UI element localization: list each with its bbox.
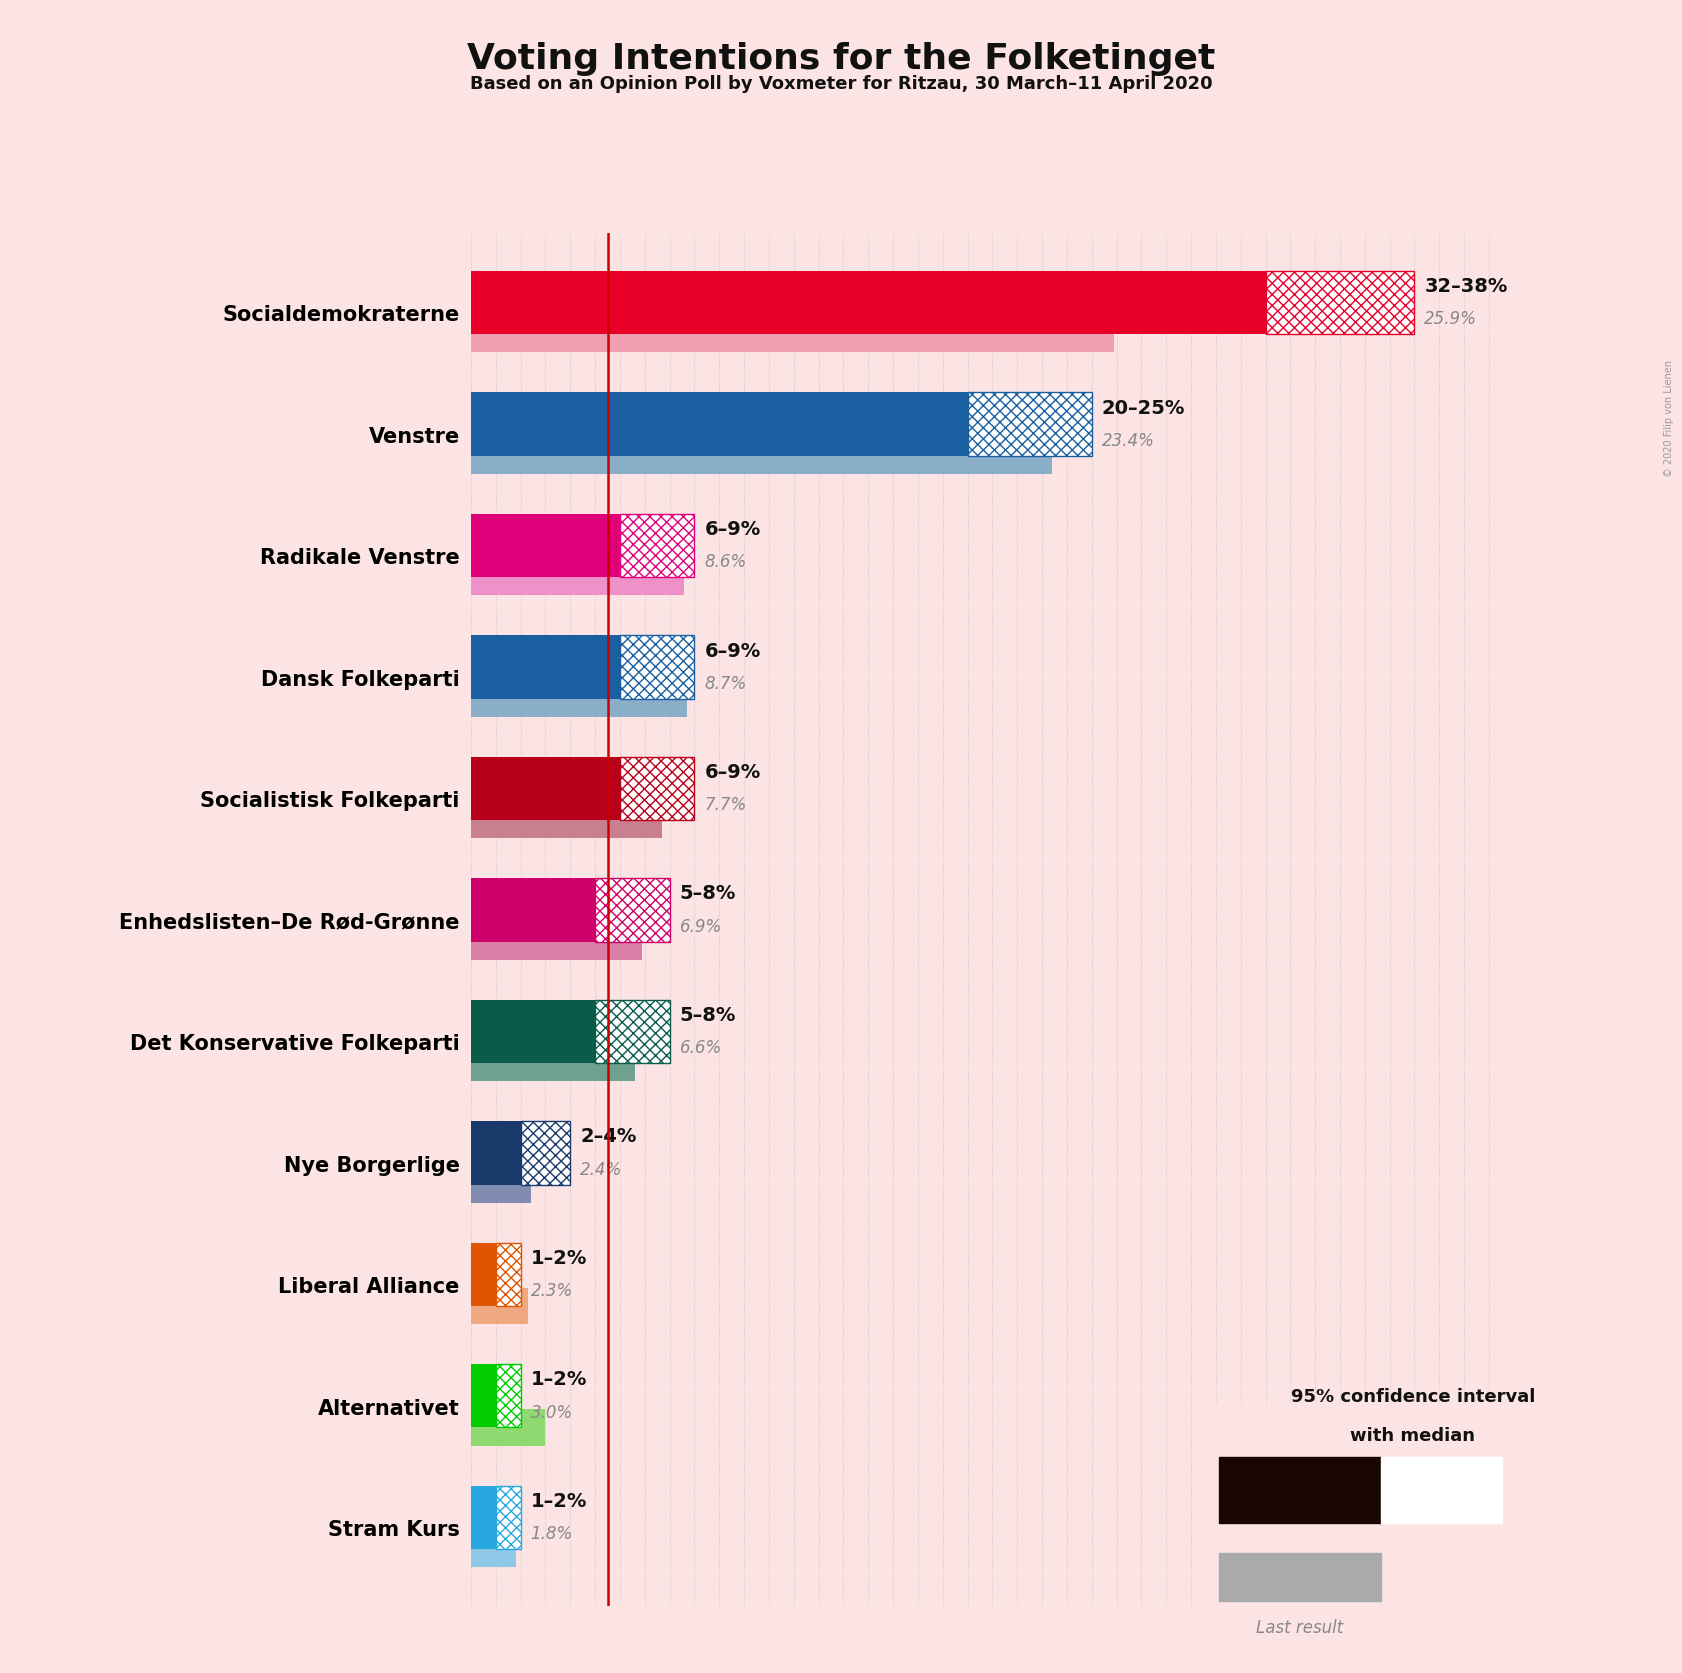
Bar xyxy=(471,878,595,942)
Bar xyxy=(471,681,686,718)
Bar xyxy=(471,1166,530,1203)
Bar xyxy=(967,393,1092,457)
Bar xyxy=(496,1365,521,1427)
Bar xyxy=(471,1365,496,1427)
Bar xyxy=(1381,1457,1502,1522)
Bar xyxy=(471,438,1051,475)
Text: © 2020 Filip von Lienen: © 2020 Filip von Lienen xyxy=(1663,360,1674,477)
Text: 95% confidence interval: 95% confidence interval xyxy=(1290,1387,1536,1405)
Text: 6.9%: 6.9% xyxy=(680,917,722,935)
Bar xyxy=(471,271,1265,335)
Bar xyxy=(595,1000,669,1064)
Bar xyxy=(471,515,621,577)
Text: 23.4%: 23.4% xyxy=(1102,432,1154,450)
Bar xyxy=(621,758,695,820)
Bar xyxy=(1265,271,1415,335)
Text: 6–9%: 6–9% xyxy=(705,763,760,781)
Text: 2.3%: 2.3% xyxy=(530,1282,574,1300)
Bar xyxy=(471,1046,634,1082)
Bar xyxy=(496,1243,521,1307)
Text: 8.7%: 8.7% xyxy=(705,674,747,693)
Bar xyxy=(496,1486,521,1549)
Bar xyxy=(471,636,621,699)
Text: 6.6%: 6.6% xyxy=(680,1039,722,1057)
Bar xyxy=(471,559,685,596)
Text: with median: with median xyxy=(1351,1427,1475,1444)
Text: 5–8%: 5–8% xyxy=(680,883,737,903)
Text: 6–9%: 6–9% xyxy=(705,641,760,661)
Bar xyxy=(621,636,695,699)
Text: 2–4%: 2–4% xyxy=(580,1126,636,1146)
Bar xyxy=(471,758,621,820)
Text: 25.9%: 25.9% xyxy=(1425,310,1477,328)
Text: 8.6%: 8.6% xyxy=(705,554,747,570)
Bar xyxy=(595,878,669,942)
Text: 1.8%: 1.8% xyxy=(530,1524,574,1543)
Bar xyxy=(471,1243,496,1307)
Text: 32–38%: 32–38% xyxy=(1425,278,1507,296)
Text: 5–8%: 5–8% xyxy=(680,1005,737,1024)
Bar xyxy=(471,1288,528,1325)
Bar xyxy=(471,923,643,960)
Text: Last result: Last result xyxy=(1256,1618,1344,1636)
Text: 3.0%: 3.0% xyxy=(530,1404,574,1420)
Bar xyxy=(471,316,1113,353)
Bar xyxy=(521,1121,570,1184)
Bar xyxy=(471,803,663,838)
Bar xyxy=(471,393,967,457)
Text: 6–9%: 6–9% xyxy=(705,520,760,539)
Text: Based on an Opinion Poll by Voxmeter for Ritzau, 30 March–11 April 2020: Based on an Opinion Poll by Voxmeter for… xyxy=(469,75,1213,94)
Text: 20–25%: 20–25% xyxy=(1102,398,1186,417)
Bar xyxy=(1219,1457,1381,1522)
Text: 1–2%: 1–2% xyxy=(530,1491,587,1511)
Bar xyxy=(471,1000,595,1064)
Text: 7.7%: 7.7% xyxy=(705,796,747,813)
Text: Voting Intentions for the Folketinget: Voting Intentions for the Folketinget xyxy=(468,42,1214,75)
Bar xyxy=(471,1486,496,1549)
Text: 1–2%: 1–2% xyxy=(530,1370,587,1389)
Bar xyxy=(1219,1553,1381,1601)
Text: 2.4%: 2.4% xyxy=(580,1159,622,1178)
Bar xyxy=(471,1409,545,1445)
Bar xyxy=(471,1121,521,1184)
Bar xyxy=(621,515,695,577)
Text: 1–2%: 1–2% xyxy=(530,1248,587,1266)
Bar xyxy=(471,1531,516,1568)
